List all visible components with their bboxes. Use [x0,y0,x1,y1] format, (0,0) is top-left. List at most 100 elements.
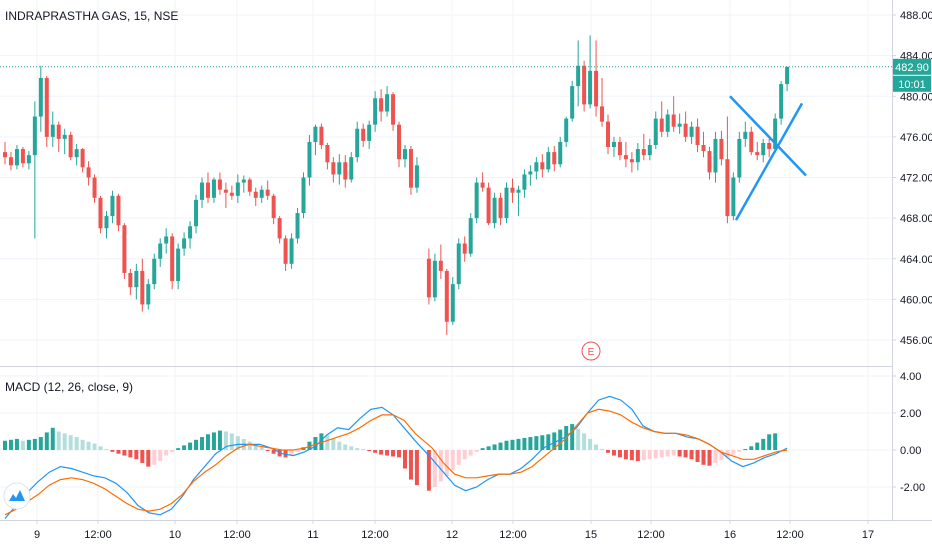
macd-axis[interactable]: 4.00 2.00 0.00 -2.00 [892,371,925,494]
candle-body [432,260,437,298]
time-tick-label: 17 [862,529,874,541]
candle-body [379,98,384,112]
candle [576,40,581,107]
histogram-bar [343,444,348,450]
candle-body [611,141,616,148]
candle [629,152,634,173]
candle-body [32,116,37,156]
candle [528,165,533,186]
candle [755,141,760,161]
histogram-bar [504,440,509,450]
candle [367,120,372,150]
time-tick-label: 15 [585,529,597,541]
candle [14,145,19,170]
histogram-bar [641,450,646,461]
histogram-bar [361,449,366,451]
triangle-lower-line[interactable] [734,102,804,221]
candle [450,277,455,325]
earnings-event-marker[interactable]: E [581,341,601,361]
candles-series [3,35,790,335]
candle-body [26,155,31,164]
histogram-bar [749,446,754,450]
time-tick-label: 12:00 [84,529,112,541]
candle [62,128,67,155]
candle [158,238,163,267]
candle [438,244,443,280]
candle [611,136,616,158]
histogram-bar [629,450,634,461]
candle-body [450,284,455,322]
candle [116,193,121,232]
histogram-bar [217,430,222,450]
candle [749,126,754,156]
candle [50,111,55,148]
candle-body [462,243,467,254]
candle [122,223,127,280]
histogram-bar [8,439,13,450]
histogram-bar [92,443,97,450]
candle [289,233,294,269]
candle-body [719,138,724,160]
symmetrical-triangle-drawing[interactable] [729,95,807,221]
histogram-bar [617,450,622,458]
time-grid [36,0,869,520]
candle-body [552,152,557,165]
price-tick-label: 476.00 [900,132,932,144]
candle-body [373,98,378,125]
macd-tick-label: -2.00 [900,482,925,494]
histogram-bar [20,440,25,450]
macd-indicator-title[interactable]: MACD (12, 26, close, 9) [5,380,133,394]
histogram-bar [486,446,491,450]
histogram-bar [731,450,736,455]
candle [510,178,515,203]
candle [623,141,628,168]
candle [606,114,610,155]
tradingview-logo-icon[interactable] [3,482,31,510]
histogram-bar [689,450,694,460]
histogram-bar [492,444,497,450]
candle [277,216,282,244]
time-tick-label: 10 [169,529,181,541]
candle-body [325,145,330,163]
time-axis[interactable]: 9 12:00 10 12:00 11 12:00 12 12:00 15 12:00 16 12:0… [34,520,874,541]
histogram-bar [355,448,360,450]
histogram-bar [432,450,437,487]
candle [343,155,348,188]
histogram-bar [623,450,628,460]
candle-body [468,218,473,254]
histogram-bar [373,450,378,453]
time-tick-label: 11 [307,529,318,541]
candle-body [397,124,402,160]
histogram-bar [397,450,402,458]
candle [462,236,467,262]
histogram-bar [50,427,55,450]
histogram-bar [265,450,270,451]
candle [594,40,599,117]
macd-tick-label: 4.00 [900,371,921,383]
candle-body [635,149,640,163]
time-tick-label: 12:00 [499,529,527,541]
candle [235,174,240,203]
histogram-bar [26,439,31,450]
price-tick-label: 456.00 [900,335,932,347]
candle-body [80,149,85,168]
candle [683,111,688,142]
time-tick-label: 9 [34,529,40,541]
histogram-bar [379,450,384,455]
histogram-bar [552,432,557,450]
candle [456,238,461,290]
histogram-bar [385,450,390,456]
candle [426,248,431,305]
histogram-bar [32,438,37,450]
candle-body [98,197,103,229]
histogram-bar [349,446,354,450]
candle-body [331,162,336,175]
candle-body [725,159,730,217]
candle-body [116,195,121,226]
candle-body [737,138,742,178]
triangle-upper-line[interactable] [729,95,807,177]
candle [146,279,151,310]
chart-title[interactable]: INDRAPRASTHA GAS, 15, NSE [5,9,178,23]
candle-body [540,162,545,170]
